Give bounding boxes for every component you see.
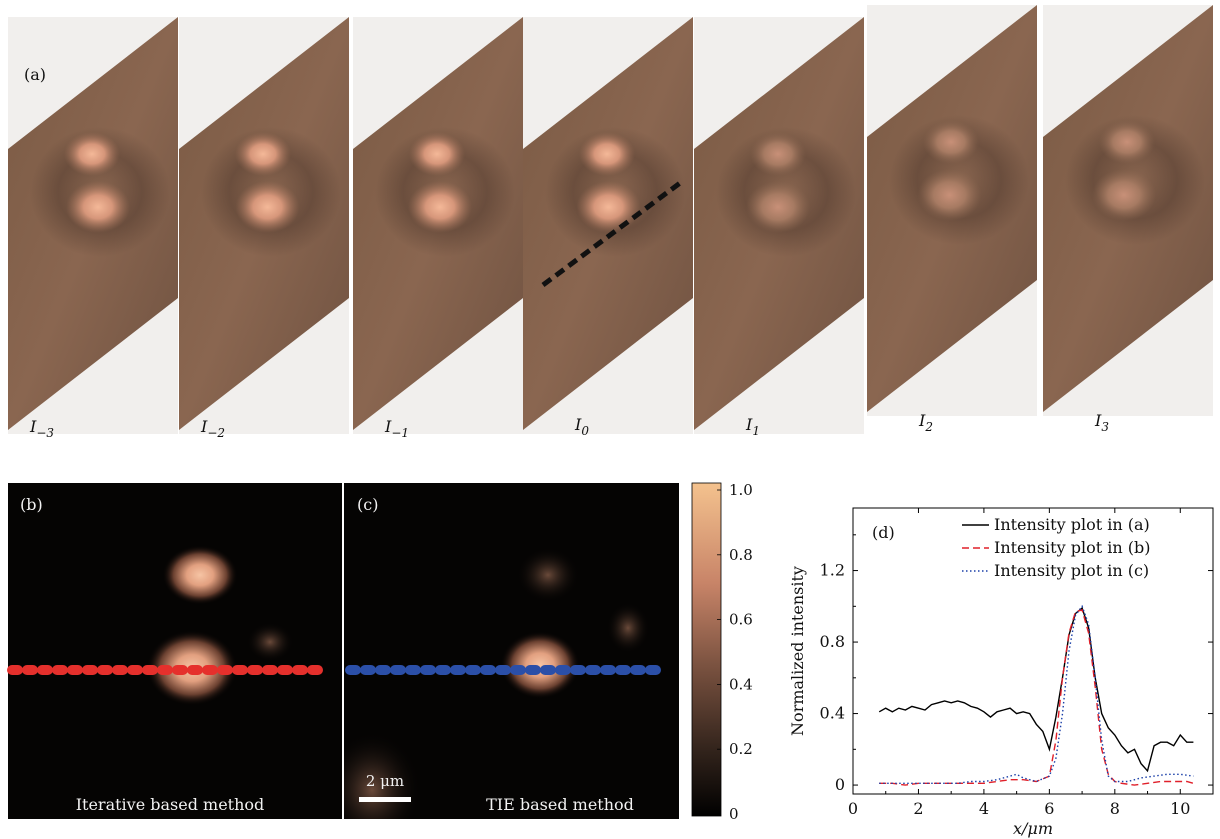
y-tick-label: 0.8 bbox=[820, 632, 845, 651]
colorbar-tick-label: 0.4 bbox=[729, 675, 753, 693]
series-line-3 bbox=[879, 604, 1194, 784]
slice-lower-blob bbox=[1092, 169, 1156, 221]
panel-d-chart: 0 2 4 6 8 10 0 0.4 0.8 1.2 Intensity plot in (a) I… bbox=[788, 507, 1214, 838]
colorbar-tick-label: 1.0 bbox=[729, 481, 753, 499]
slice-upper-blob bbox=[1099, 120, 1155, 164]
scalebar bbox=[359, 797, 411, 802]
panel-b-label: (b) bbox=[20, 495, 43, 514]
legend-label: Intensity plot in (c) bbox=[994, 561, 1149, 580]
slice-label: I2 bbox=[918, 411, 933, 434]
colorbar-tick-label: 0.8 bbox=[729, 546, 753, 564]
x-tick-label: 0 bbox=[848, 799, 858, 818]
colorbar-tick-label: 0 bbox=[729, 805, 739, 823]
slice-upper-blob bbox=[579, 132, 635, 176]
colorbar-gradient bbox=[691, 482, 722, 817]
x-tick-label: 8 bbox=[1110, 799, 1120, 818]
legend-label: Intensity plot in (b) bbox=[994, 538, 1150, 557]
panel-c-side-spot bbox=[606, 602, 650, 654]
slice-label: I3 bbox=[1094, 411, 1109, 434]
slice-4: I1 bbox=[694, 17, 864, 438]
slice-0-profile-line bbox=[541, 180, 682, 288]
colorbar: 1.0 0.8 0.6 0.4 0.2 0 bbox=[691, 481, 753, 823]
plot-frame bbox=[852, 507, 1214, 795]
slice-lower-blob bbox=[917, 169, 982, 221]
panel-b: (b) Iterative based method bbox=[7, 483, 342, 819]
scalebar-label: 2 μm bbox=[366, 772, 404, 790]
slice-label: I0 bbox=[574, 415, 589, 438]
slice-lower-blob bbox=[66, 181, 130, 233]
slice-upper-blob bbox=[750, 132, 806, 176]
panel-a: I−3 I−2 I−1 I0 I1 I2 I3 bbox=[8, 5, 1213, 440]
slice-upper-blob bbox=[923, 120, 979, 164]
legend-label: Intensity plot in (a) bbox=[994, 515, 1150, 534]
x-tick-label: 6 bbox=[1044, 799, 1054, 818]
x-tick-label: 2 bbox=[913, 799, 923, 818]
x-tick-label: 4 bbox=[979, 799, 989, 818]
series-line-1 bbox=[878, 606, 1194, 773]
colorbar-tick-label: 0.6 bbox=[729, 611, 753, 629]
panel-d-label: (d) bbox=[872, 523, 895, 542]
slice-label: I1 bbox=[745, 415, 760, 438]
slice-5: I2 bbox=[867, 5, 1037, 434]
x-tick-label: 10 bbox=[1170, 799, 1190, 818]
panel-c-upper-spot bbox=[516, 547, 580, 603]
slice-lower-blob bbox=[235, 181, 300, 233]
slice-6: I3 bbox=[1043, 5, 1213, 434]
panel-c: (c) 2 μm TIE based method bbox=[344, 483, 679, 819]
slice-0: I−3 bbox=[8, 17, 178, 440]
slice-label: I−2 bbox=[200, 417, 225, 440]
slice-lower-blob bbox=[408, 181, 472, 233]
panel-c-corner-glow bbox=[344, 730, 422, 819]
slice-2: I−1 bbox=[353, 17, 523, 440]
colorbar-tick-label: 0.2 bbox=[729, 740, 753, 758]
panel-a-label: (a) bbox=[24, 65, 46, 84]
panel-b-side-spot bbox=[246, 622, 294, 662]
y-axis-title: Normalized intensity bbox=[788, 566, 807, 736]
slice-3: I0 bbox=[523, 17, 693, 438]
slice-upper-blob bbox=[235, 132, 291, 176]
panel-c-caption: TIE based method bbox=[486, 795, 634, 814]
slice-label: I−1 bbox=[384, 417, 409, 440]
panel-c-label: (c) bbox=[357, 495, 378, 514]
slice-upper-blob bbox=[64, 132, 120, 176]
series-line-2 bbox=[879, 609, 1194, 786]
slice-lower-blob bbox=[576, 181, 641, 233]
y-tick-label: 0 bbox=[835, 775, 845, 794]
y-tick-label: 0.4 bbox=[820, 704, 845, 723]
panel-b-caption: Iterative based method bbox=[76, 795, 265, 814]
y-tick-label: 1.2 bbox=[820, 561, 845, 580]
panel-b-upper-spot bbox=[162, 545, 238, 605]
x-axis-title: x/μm bbox=[1013, 819, 1053, 838]
slice-lower-blob bbox=[746, 181, 810, 233]
slice-upper-blob bbox=[409, 132, 465, 176]
slice-label: I−3 bbox=[29, 417, 54, 440]
panel-c-lower-spot bbox=[500, 631, 580, 699]
slice-1: I−2 bbox=[179, 17, 349, 440]
